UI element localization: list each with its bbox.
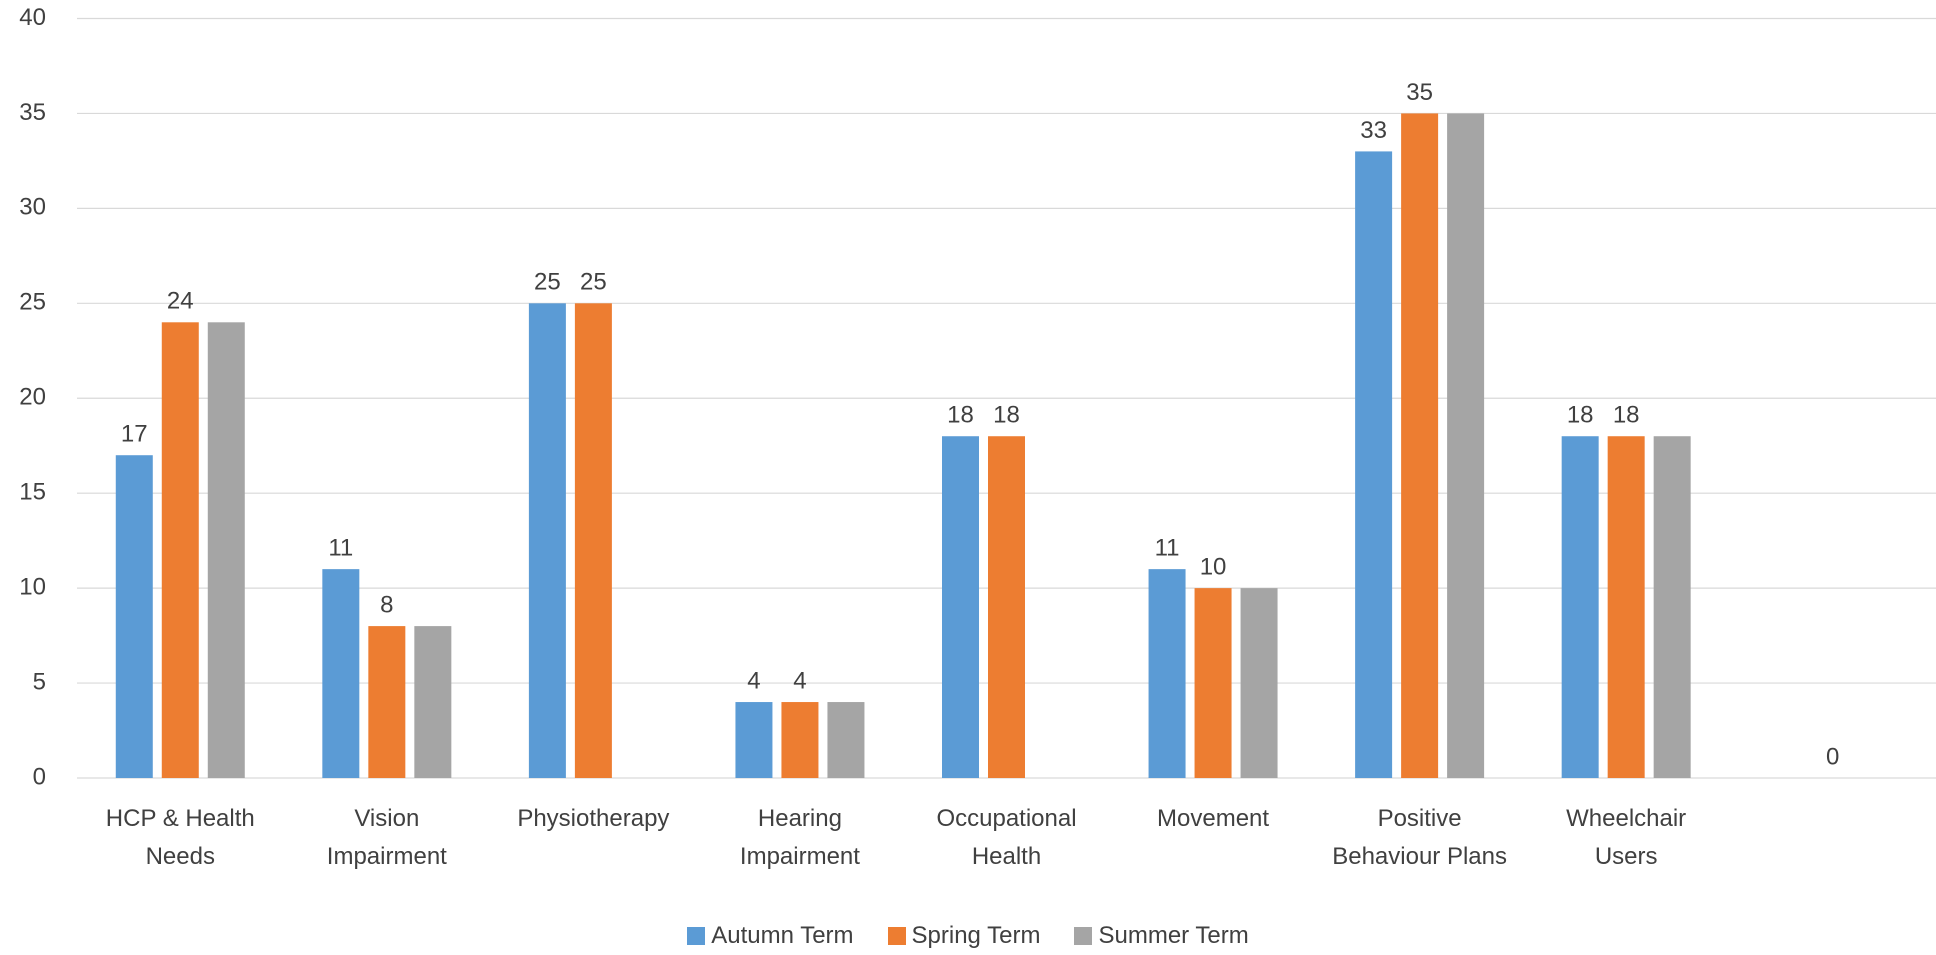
bar [1653, 436, 1691, 778]
y-tick-label: 25 [19, 289, 46, 316]
data-label: 18 [1567, 402, 1594, 429]
x-tick-label: Wheelchair Users [1566, 805, 1687, 870]
bar [942, 436, 979, 778]
legend-label: Spring Term [911, 922, 1041, 949]
bar [827, 702, 865, 778]
legend-item: Spring Term [887, 922, 1041, 950]
bar [988, 436, 1025, 778]
y-tick-label: 20 [19, 384, 46, 411]
data-label: 25 [534, 269, 561, 296]
bar [1148, 569, 1186, 778]
data-label: 18 [1613, 402, 1640, 429]
x-tick-label: Vision Impairment [326, 805, 447, 870]
y-tick-label: 0 [33, 763, 46, 790]
bar [1401, 113, 1439, 778]
bar [322, 569, 360, 778]
data-label: 8 [380, 591, 393, 618]
bar [1240, 588, 1278, 778]
data-label: 17 [121, 421, 148, 448]
legend-swatch [687, 927, 706, 945]
x-tick-label: Movement [1157, 805, 1270, 832]
data-label: 33 [1360, 117, 1387, 144]
bar [1447, 113, 1485, 778]
bar [368, 626, 406, 778]
legend-item: Summer Term [1074, 922, 1249, 950]
data-label: 4 [793, 667, 806, 694]
y-tick-label: 10 [19, 573, 46, 600]
data-label: 10 [1200, 553, 1227, 580]
legend-item: Autumn Term [687, 922, 854, 950]
bar [528, 303, 566, 778]
bar [115, 455, 153, 778]
data-label: 11 [328, 534, 353, 561]
bar [161, 322, 199, 778]
bar [1561, 436, 1599, 778]
bar [1355, 151, 1393, 779]
x-tick-label: Physiotherapy [517, 805, 670, 832]
legend: Autumn Term Spring Term Summer Term [0, 922, 1936, 950]
bar [207, 322, 245, 778]
bar [735, 702, 773, 778]
legend-swatch [1074, 927, 1093, 945]
y-tick-label: 5 [33, 668, 46, 695]
data-label: 24 [167, 288, 194, 315]
x-tick-label: Positive Behaviour Plans [1332, 805, 1507, 870]
legend-swatch [887, 927, 906, 945]
data-label: 0 [1826, 743, 1839, 770]
bar [1194, 588, 1232, 778]
x-tick-label: Hearing Impairment [739, 805, 860, 870]
y-tick-label: 30 [19, 194, 46, 221]
bar [574, 303, 612, 778]
legend-label: Summer Term [1098, 922, 1249, 949]
data-label: 35 [1406, 79, 1433, 106]
x-tick-label: Occupational Health [936, 805, 1077, 870]
data-label: 18 [993, 402, 1020, 429]
data-label: 4 [747, 667, 760, 694]
x-tick-label: HCP & Health Needs [105, 805, 255, 870]
legend-label: Autumn Term [711, 922, 854, 949]
y-tick-label: 15 [19, 479, 46, 506]
bar [414, 626, 452, 778]
bar [781, 702, 819, 778]
data-label: 25 [580, 269, 607, 296]
bar [1607, 436, 1645, 778]
y-tick-label: 35 [19, 99, 46, 126]
y-tick-label: 40 [19, 4, 46, 31]
data-label: 18 [947, 402, 974, 429]
data-label: 11 [1155, 534, 1180, 561]
